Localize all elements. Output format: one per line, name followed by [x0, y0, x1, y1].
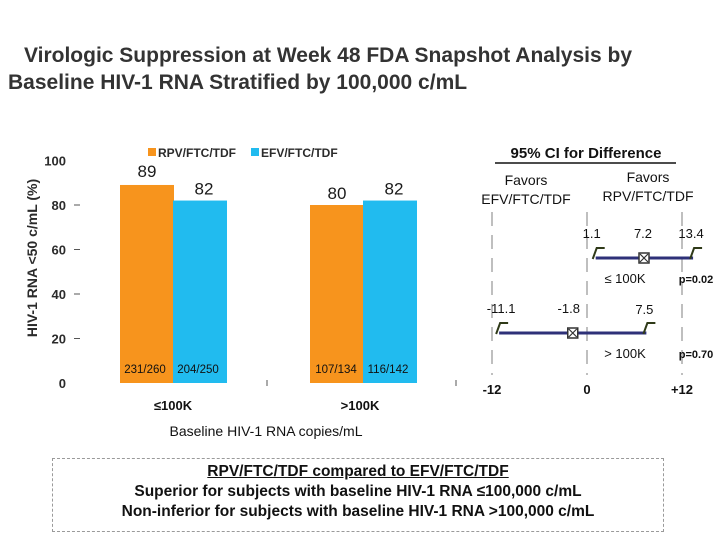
bar-count-label-rpv-1: 107/134	[315, 364, 357, 376]
forest-ci-end-0-0	[591, 247, 605, 260]
forest-x-tick-label-1: 0	[583, 382, 590, 397]
bar-value-label-efv-1: 82	[385, 180, 404, 199]
forest-estimate-cross-0	[639, 253, 649, 263]
forest-lower-label-1: -11.1	[487, 301, 516, 316]
forest-upper-label-0: 13.4	[678, 226, 703, 241]
forest-row-label-0: ≤ 100K	[604, 271, 645, 286]
forest-title: 95% CI for Difference	[511, 145, 662, 162]
y-tick-label-0: 0	[59, 376, 66, 391]
forest-row-label-1: > 100K	[604, 346, 646, 361]
forest-x-tick-label-2: +12	[671, 382, 693, 397]
legend-label-0: RPV/FTC/TDF	[158, 146, 236, 160]
favors-left-line-2: EFV/FTC/TDF	[481, 191, 570, 207]
forest-p-value-1: p=0.70	[679, 349, 714, 361]
bar-count-label-efv-0: 204/250	[177, 364, 219, 376]
bar-rpv-1	[310, 205, 364, 383]
forest-estimate-label-0: 7.2	[634, 226, 652, 241]
favors-left-line-1: Favors	[505, 172, 548, 188]
forest-p-value-0: p=0.02	[679, 274, 714, 286]
x-axis-title: Baseline HIV-1 RNA copies/mL	[170, 423, 363, 439]
conclusion-heading: RPV/FTC/TDF compared to EFV/FTC/TDF	[207, 463, 509, 480]
bar-efv-1	[363, 200, 417, 383]
bar-value-label-rpv-1: 80	[328, 184, 347, 203]
y-tick-label-100: 100	[44, 154, 66, 169]
y-tick-label-20: 20	[52, 332, 66, 347]
conclusion-box	[52, 458, 664, 532]
bar-count-label-rpv-0: 231/260	[124, 364, 166, 376]
bar-count-label-efv-1: 116/142	[368, 364, 409, 376]
favors-right-line-1: Favors	[627, 169, 670, 185]
forest-lower-label-0: 1.1	[583, 226, 601, 241]
x-category-label-1: >100K	[341, 398, 380, 413]
bar-value-label-rpv-0: 89	[138, 162, 157, 181]
conclusion-line-2: Non-inferior for subjects with baseline …	[121, 503, 595, 520]
legend-label-1: EFV/FTC/TDF	[261, 146, 338, 160]
legend-swatch-0	[148, 148, 156, 156]
bar-value-label-efv-0: 82	[195, 180, 214, 199]
forest-ci-end-0-1	[689, 247, 703, 260]
conclusion-line-1: Superior for subjects with baseline HIV-…	[134, 483, 582, 500]
y-tick-label-40: 40	[52, 287, 66, 302]
forest-estimate-label-1: -1.8	[558, 301, 580, 316]
favors-right-line-2: RPV/FTC/TDF	[603, 188, 694, 204]
bar-efv-0	[173, 200, 227, 383]
forest-ci-end-1-1	[642, 322, 656, 335]
title-line-2: Baseline HIV-1 RNA Stratified by 100,000…	[8, 71, 468, 94]
forest-ci-end-1-0	[495, 322, 509, 335]
slide-title: Virologic Suppression at Week 48 FDA Sna…	[8, 42, 720, 96]
title-line-1: Virologic Suppression at Week 48 FDA Sna…	[24, 44, 632, 67]
y-tick-label-80: 80	[52, 198, 66, 213]
legend-swatch-1	[251, 148, 259, 156]
forest-x-tick-label-0: -12	[483, 382, 502, 397]
y-axis-title: HIV-1 RNA <50 c/mL (%)	[24, 179, 40, 337]
conclusion-text: RPV/FTC/TDF compared to EFV/FTC/TDF Supe…	[52, 462, 664, 522]
forest-estimate-cross-1	[568, 328, 578, 338]
chart-canvas: HIV-1 RNA <50 c/mL (%) 0 20 40 60 80 100 RPV/FT…	[24, 145, 714, 439]
bar-rpv-0	[120, 184, 174, 383]
x-category-label-0: ≤100K	[154, 398, 193, 413]
forest-upper-label-1: 7.5	[635, 302, 653, 317]
y-tick-label-60: 60	[52, 243, 66, 258]
